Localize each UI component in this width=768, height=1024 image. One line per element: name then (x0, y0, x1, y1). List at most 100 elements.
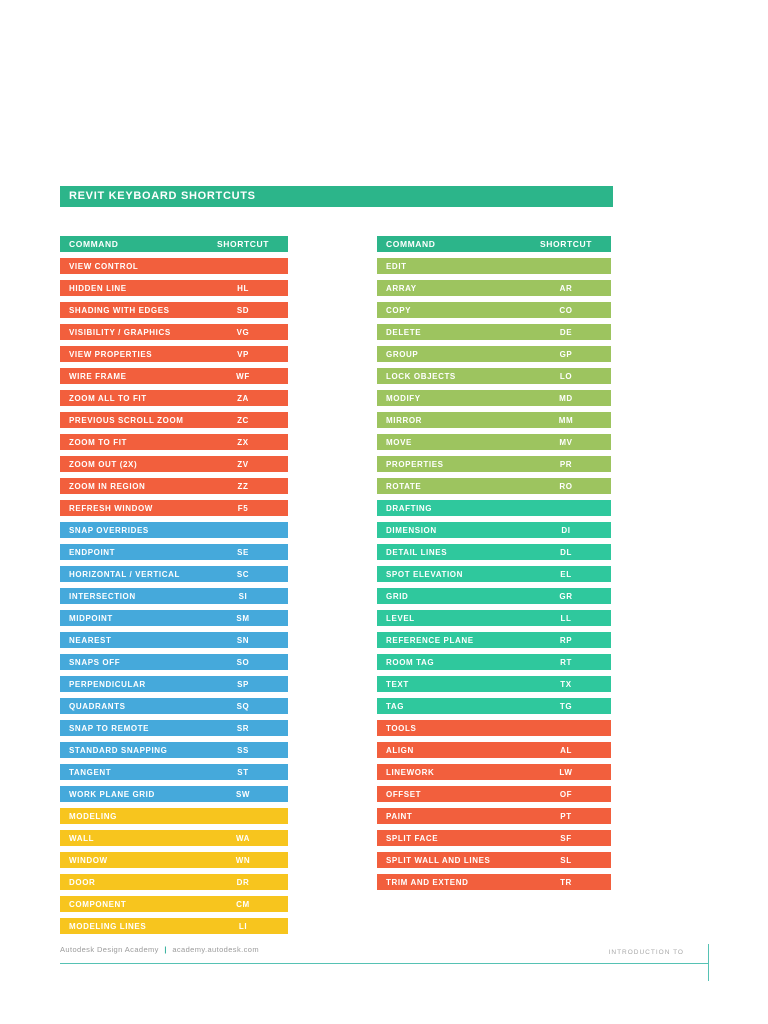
command-label: ROOM TAG (386, 657, 435, 667)
command-label: PAINT (386, 811, 413, 821)
shortcut-value: DE (559, 327, 573, 337)
command-label: VIEW CONTROL (69, 261, 139, 271)
command-label: DRAFTING (386, 503, 433, 513)
command-label: TEXT (386, 679, 409, 689)
shortcut-value: HL (237, 283, 249, 293)
table-row: QUADRANTS SQ (60, 698, 288, 714)
shortcut-value: RO (559, 481, 573, 491)
table-row: DIMENSION DI (377, 522, 611, 538)
section-header-row: VIEW CONTROL (60, 258, 288, 274)
section-header-row: DRAFTING (377, 500, 611, 516)
command-label: COPY (386, 305, 412, 315)
command-label: PROPERTIES (386, 459, 444, 469)
table-row: TRIM AND EXTEND TR (377, 874, 611, 890)
command-label: TRIM AND EXTEND (386, 877, 469, 887)
shortcut-table-right: COMMAND SHORTCUT EDIT ARRAY AR COPY CO DELETE… (377, 236, 611, 896)
command-label: VISIBILITY / GRAPHICS (69, 327, 171, 337)
table-row: ALIGN AL (377, 742, 611, 758)
shortcut-value: SM (236, 613, 250, 623)
shortcut-value: SC (236, 569, 250, 579)
section-header-row: SNAP OVERRIDES (60, 522, 288, 538)
table-row: ZOOM OUT (2X) ZV (60, 456, 288, 472)
command-label: TAG (386, 701, 405, 711)
shortcut-value: RP (559, 635, 573, 645)
table-row: PAINT PT (377, 808, 611, 824)
shortcut-value: CO (559, 305, 573, 315)
command-label: REFERENCE PLANE (386, 635, 474, 645)
table-row: COPY CO (377, 302, 611, 318)
table-body: VIEW CONTROL HIDDEN LINE HL SHADING WITH ED… (60, 258, 288, 934)
section-header-row: TOOLS (377, 720, 611, 736)
command-label: GRID (386, 591, 409, 601)
table-row: HORIZONTAL / VERTICAL SC (60, 566, 288, 582)
table-row: VISIBILITY / GRAPHICS VG (60, 324, 288, 340)
table-row: REFRESH WINDOW F5 (60, 500, 288, 516)
command-label: STANDARD SNAPPING (69, 745, 168, 755)
shortcut-value: SR (236, 723, 250, 733)
table-row: ROTATE RO (377, 478, 611, 494)
table-row: COMPONENT CM (60, 896, 288, 912)
table-row: OFFSET OF (377, 786, 611, 802)
section-header-row: EDIT (377, 258, 611, 274)
command-label: QUADRANTS (69, 701, 126, 711)
shortcut-value: MD (559, 393, 573, 403)
command-label: EDIT (386, 261, 407, 271)
command-label: ZOOM OUT (2X) (69, 459, 138, 469)
command-label: INTERSECTION (69, 591, 136, 601)
table-row: TAG TG (377, 698, 611, 714)
footer-series-label: INTRODUCTION TO (608, 949, 684, 956)
command-label: HORIZONTAL / VERTICAL (69, 569, 180, 579)
shortcut-value: TX (560, 679, 572, 689)
table-header: COMMAND SHORTCUT (377, 236, 611, 252)
shortcut-value: DL (560, 547, 572, 557)
command-label: OFFSET (386, 789, 422, 799)
command-label: SPLIT WALL AND LINES (386, 855, 491, 865)
footer-url: academy.autodesk.com (172, 945, 259, 954)
table-row: WINDOW WN (60, 852, 288, 868)
command-label: COMPONENT (69, 899, 127, 909)
table-row: MIDPOINT SM (60, 610, 288, 626)
command-label: LINEWORK (386, 767, 435, 777)
shortcut-value: PR (559, 459, 573, 469)
command-label: SHADING WITH EDGES (69, 305, 170, 315)
table-row: ROOM TAG RT (377, 654, 611, 670)
command-label: DIMENSION (386, 525, 437, 535)
table-row: MOVE MV (377, 434, 611, 450)
shortcut-value: SQ (236, 701, 250, 711)
command-label: DELETE (386, 327, 422, 337)
table-row: LOCK OBJECTS LO (377, 368, 611, 384)
shortcut-value: MV (559, 437, 573, 447)
command-label: SPLIT FACE (386, 833, 439, 843)
table-row: TEXT TX (377, 676, 611, 692)
shortcut-value: RT (560, 657, 572, 667)
command-label: ROTATE (386, 481, 422, 491)
shortcut-value: LO (559, 371, 573, 381)
footer-horizontal-rule (60, 963, 708, 964)
command-label: HIDDEN LINE (69, 283, 127, 293)
table-row: WORK PLANE GRID SW (60, 786, 288, 802)
shortcut-value: ZZ (237, 481, 249, 491)
shortcut-value: TR (560, 877, 572, 887)
command-column-header: COMMAND (386, 239, 436, 249)
table-row: DETAIL LINES DL (377, 544, 611, 560)
table-row: GROUP GP (377, 346, 611, 362)
command-label: REFRESH WINDOW (69, 503, 153, 513)
shortcut-value: LL (560, 613, 572, 623)
shortcut-value: VP (237, 349, 249, 359)
footer-brand: Autodesk Design Academy (60, 945, 159, 954)
table-row: VIEW PROPERTIES VP (60, 346, 288, 362)
table-row: DOOR DR (60, 874, 288, 890)
shortcut-value: PT (560, 811, 572, 821)
shortcut-value: DI (561, 525, 571, 535)
command-label: MIDPOINT (69, 613, 113, 623)
table-row: SPLIT FACE SF (377, 830, 611, 846)
shortcut-value: AL (560, 745, 572, 755)
command-label: SNAP TO REMOTE (69, 723, 150, 733)
footer-credit: Autodesk Design Academy | academy.autode… (60, 945, 259, 954)
shortcut-value: SE (237, 547, 249, 557)
table-row: LINEWORK LW (377, 764, 611, 780)
table-row: WALL WA (60, 830, 288, 846)
command-label: PERPENDICULAR (69, 679, 146, 689)
shortcut-value: SN (236, 635, 250, 645)
